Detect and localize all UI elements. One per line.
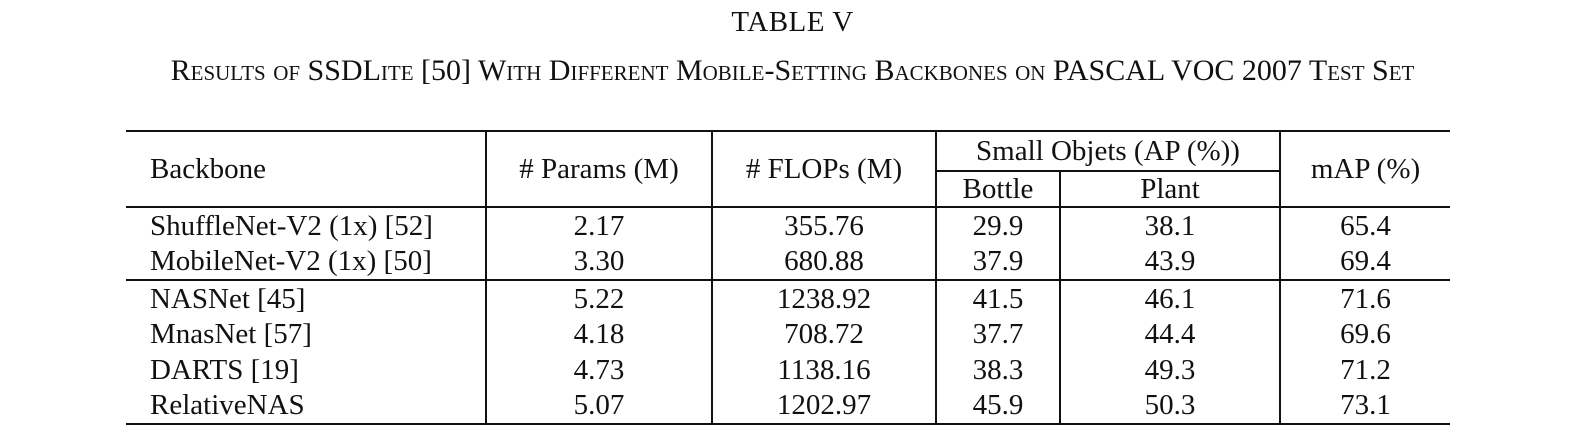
- cell-flops: 1238.92: [712, 279, 937, 317]
- results-table: Backbone # Params (M) # FLOPs (M) Small …: [126, 130, 1451, 425]
- table-row: NASNet [45] 5.22 1238.92 41.5 46.1 71.6: [126, 279, 1451, 317]
- header-bottle: Bottle: [936, 170, 1061, 207]
- cell-params: 4.73: [486, 352, 713, 388]
- cell-params: 5.22: [486, 279, 713, 317]
- header-small-objects: Small Objets (AP (%)): [936, 130, 1282, 171]
- cell-map: 69.4: [1340, 245, 1391, 278]
- header-backbone: Backbone: [126, 130, 487, 207]
- cell-bottle: 37.7: [936, 316, 1061, 352]
- cell-plant: 43.9: [1060, 243, 1282, 280]
- cell-flops: 1202.97: [712, 387, 937, 425]
- cell-params: 3.30: [486, 243, 713, 280]
- cell-plant: 46.1: [1060, 279, 1282, 317]
- cell-backbone: NASNet [45]: [126, 279, 487, 317]
- cell-bottle: 29.9: [936, 206, 1061, 244]
- cell-plant: 50.3: [1060, 387, 1282, 425]
- cell-flops: 680.88: [712, 243, 937, 280]
- cell-plant: 49.3: [1060, 352, 1282, 388]
- cell-backbone: ShuffleNet-V2 (1x) [52]: [126, 206, 487, 244]
- cell-map: 73.1: [1280, 387, 1451, 425]
- header-plant: Plant: [1060, 170, 1282, 207]
- cell-backbone: RelativeNAS: [126, 387, 487, 425]
- cell-map: 65.4: [1280, 206, 1451, 244]
- header-flops: # FLOPs (M): [712, 130, 937, 207]
- cell-bottle: 41.5: [936, 279, 1061, 317]
- cell-backbone: MobileNet-V2 (1x) [50]: [126, 243, 487, 280]
- cell-flops: 1138.16: [712, 352, 937, 388]
- cell-backbone: DARTS [19]: [126, 352, 487, 388]
- cell-map: 71.2: [1340, 353, 1391, 386]
- cell-backbone: MnasNet [57]: [126, 316, 487, 352]
- cell-bottle: 37.9: [936, 243, 1061, 280]
- cell-flops: 708.72: [712, 316, 937, 352]
- table-row: DARTS [19] 4.73 1138.16 38.3 49.3 71.2: [126, 352, 1450, 388]
- cell-map: 71.6: [1280, 279, 1451, 317]
- cell-bottle: 45.9: [936, 387, 1061, 425]
- cell-plant: 44.4: [1060, 316, 1282, 352]
- cell-params: 4.18: [486, 316, 713, 352]
- cell-plant: 38.1: [1060, 206, 1282, 244]
- table-label: TABLE V: [731, 6, 854, 38]
- table-row-highlight: RelativeNAS 5.07 1202.97 45.9 50.3 73.1: [126, 387, 1451, 425]
- table-row: ShuffleNet-V2 (1x) [52] 2.17 355.76 29.9…: [126, 206, 1451, 244]
- header-map: mAP (%): [1280, 130, 1451, 207]
- cell-bottle: 38.3: [936, 352, 1061, 388]
- table-row: MnasNet [57] 4.18 708.72 37.7 44.4 69.6: [126, 316, 1450, 352]
- table-caption: Results of SSDLite [50] With Different M…: [170, 54, 1415, 87]
- table-row: MobileNet-V2 (1x) [50] 3.30 680.88 37.9 …: [126, 243, 1450, 280]
- header-params: # Params (M): [486, 130, 713, 207]
- cell-params: 5.07: [486, 387, 713, 425]
- cell-params: 2.17: [486, 206, 713, 244]
- cell-flops: 355.76: [712, 206, 937, 244]
- cell-map: 69.6: [1340, 318, 1391, 351]
